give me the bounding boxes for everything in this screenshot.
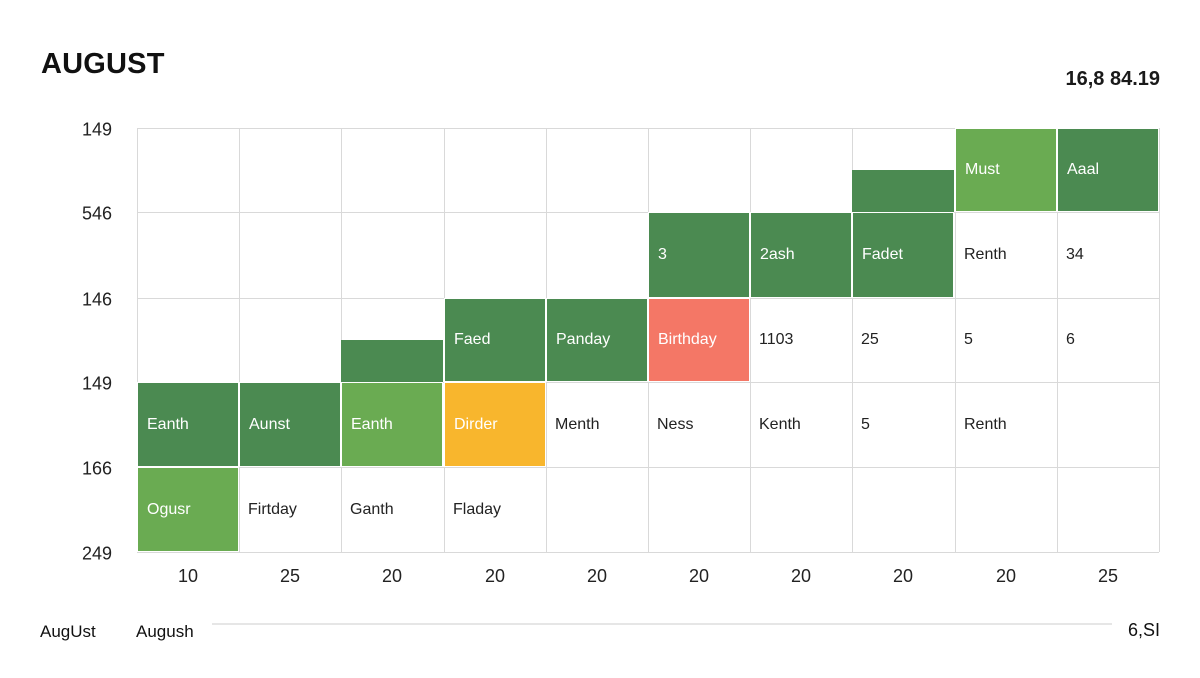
heatmap-cell-r4-c0: Ogusr — [137, 467, 239, 552]
header-value: 16,8 84.19 — [1065, 68, 1160, 90]
heatmap-cell-r2-c3: Faed — [444, 298, 546, 382]
grid-line-horizontal — [137, 382, 1159, 383]
heatmap-cell-r4-c2: Ganth — [350, 500, 394, 518]
x-tick-label: 20 — [790, 566, 812, 586]
heatmap-cell-r2-c5: Birthday — [648, 298, 750, 382]
x-tick-label: 20 — [995, 566, 1017, 586]
y-tick-label: 149 — [82, 119, 113, 140]
heatmap-cell-r3-c7: 5 — [861, 415, 870, 433]
footer-divider — [212, 623, 1112, 625]
heatmap-cell-r2-c4: Panday — [546, 298, 648, 382]
grid-line-horizontal — [137, 467, 1159, 468]
y-tick-label: 146 — [82, 289, 113, 310]
heatmap-cell-r3-c1: Aunst — [239, 382, 341, 467]
x-tick-label: 10 — [177, 566, 199, 586]
heatmap-cell-r0-c8: Must — [955, 128, 1057, 212]
heatmap-cell-r2-c8: 5 — [964, 331, 973, 348]
heatmap-cell-r3-c6: Kenth — [759, 415, 801, 433]
y-tick-label: 149 — [82, 373, 113, 394]
x-tick-label: 25 — [279, 566, 301, 586]
grid-line-vertical — [1057, 128, 1058, 552]
heatmap-cell-r1-c8: Renth — [964, 246, 1007, 263]
heatmap-cell-r3-c4: Menth — [555, 415, 600, 433]
heatmap-cell-r3-c3: Dirder — [444, 382, 546, 467]
heatmap-cell-r1-c6: 2ash — [750, 212, 852, 298]
heatmap-cell-r1-c9: 34 — [1066, 246, 1084, 263]
heatmap-cell-r3-c0: Eanth — [137, 382, 239, 467]
y-tick-label: 249 — [82, 543, 113, 564]
heatmap-cell-r2-c6: 1103 — [759, 331, 794, 348]
grid-line-vertical — [852, 128, 853, 552]
calendar-grid: Must Aaal 3 2ash Fadet Renth 34 Faed Panday Birth… — [137, 128, 1160, 553]
grid-line-vertical — [955, 128, 956, 552]
x-tick-label: 20 — [484, 566, 506, 586]
heatmap-cell-r3-c5: Ness — [657, 415, 694, 433]
grid-line-vertical — [750, 128, 751, 552]
y-tick-label: 166 — [82, 458, 113, 479]
heatmap-cell-r1-c5: 3 — [648, 212, 750, 298]
chart-title: AUGUST — [41, 48, 165, 80]
y-tick-label: 546 — [82, 203, 113, 224]
x-tick-label: 20 — [892, 566, 914, 586]
heatmap-cell-r2-c7: 25 — [861, 331, 879, 348]
heatmap-cell-r0-c9: Aaal — [1057, 128, 1159, 212]
heatmap-cell-r4-c3: Fladay — [453, 500, 502, 518]
heatmap-cell-r4-c1: Firtday — [248, 500, 297, 518]
x-tick-label: 20 — [688, 566, 710, 586]
grid-line-horizontal — [137, 128, 1159, 129]
partial-bar-1 — [852, 170, 954, 212]
x-tick-label: 20 — [586, 566, 608, 586]
x-tick-label: 20 — [381, 566, 403, 586]
grid-line-horizontal — [137, 552, 1159, 553]
grid-line-vertical — [1159, 128, 1160, 552]
heatmap-cell-r3-c8: Renth — [964, 415, 1007, 433]
x-tick-label: 25 — [1097, 566, 1119, 586]
footer-right-label: 6,SI — [1127, 620, 1160, 640]
grid-line-vertical — [137, 128, 138, 552]
heatmap-cell-r3-c2: Eanth — [341, 382, 443, 467]
footer-left-label: AugUst — [40, 622, 96, 641]
partial-bar-0 — [341, 340, 443, 382]
grid-line-vertical — [239, 128, 240, 552]
footer-mid-label: Augush — [136, 622, 194, 641]
heatmap-cell-r2-c9: 6 — [1066, 331, 1075, 348]
heatmap-cell-r1-c7: Fadet — [852, 212, 954, 298]
